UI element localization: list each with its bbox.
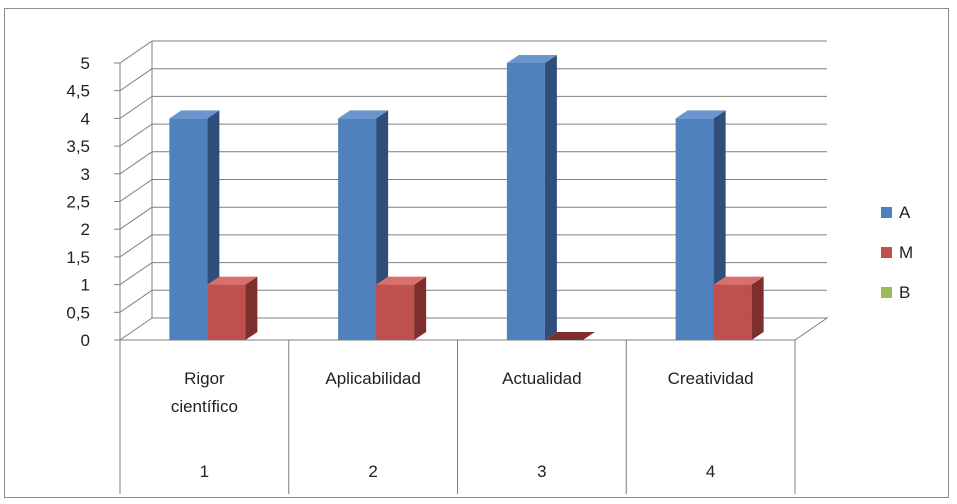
- legend-label-A: A: [899, 203, 911, 222]
- gridline-side: [119, 68, 153, 92]
- category-label: Aplicabilidad: [325, 369, 420, 388]
- category-label: Rigor: [184, 369, 225, 388]
- gridline-side: [119, 123, 153, 147]
- y-tick-label: 0: [81, 331, 90, 350]
- category-number: 3: [537, 462, 546, 481]
- y-tick-label: 3,5: [66, 137, 90, 156]
- y-tick-label: 5: [81, 54, 90, 73]
- bar-A-cat4: [675, 118, 714, 341]
- legend-swatch-A: [881, 207, 892, 218]
- y-tick-label: 2,5: [66, 193, 90, 212]
- y-tick-label: 0,5: [66, 303, 90, 322]
- gridline-side: [119, 151, 153, 175]
- gridline-side: [119, 289, 153, 313]
- bar-top-M-cat1: [207, 276, 258, 285]
- bar-A-cat2: [338, 118, 377, 341]
- bar-side-M-cat2: [414, 276, 427, 340]
- gridline-side: [119, 179, 153, 202]
- y-tick-label: 1: [81, 276, 90, 295]
- category-number: 2: [368, 462, 377, 481]
- legend-label-B: B: [899, 283, 910, 302]
- y-tick-label: 4: [81, 109, 90, 128]
- gridline-side: [119, 40, 153, 64]
- bar-M-cat1: [207, 284, 246, 340]
- category-label: Actualidad: [502, 369, 581, 388]
- bar-top-M-cat4: [713, 276, 764, 285]
- category-label: Creatividad: [668, 369, 754, 388]
- category-number: 4: [706, 462, 715, 481]
- gridline-side: [119, 262, 153, 286]
- gridline-side: [119, 317, 153, 341]
- bar-top-A-cat1: [169, 110, 220, 119]
- chart-frame: [4, 8, 949, 498]
- legend-swatch-B: [881, 287, 892, 298]
- gridline-side: [119, 234, 153, 258]
- y-tick-label: 4,5: [66, 82, 90, 101]
- bar-top-A-cat3: [506, 55, 557, 63]
- gridline-side: [119, 95, 153, 119]
- bar-side-M-cat1: [245, 276, 258, 340]
- y-tick-label: 3: [81, 165, 90, 184]
- category-number: 1: [200, 462, 209, 481]
- bar-A-cat1: [169, 118, 208, 341]
- bar-M-cat2: [376, 284, 415, 340]
- gridline-side: [119, 206, 153, 230]
- bar-flat-M-cat3: [544, 332, 595, 340]
- bar-M-cat4: [713, 284, 752, 340]
- legend-swatch-M: [881, 247, 892, 258]
- bar-side-M-cat4: [751, 276, 764, 340]
- bar-top-A-cat4: [675, 110, 726, 119]
- legend-label-M: M: [899, 243, 913, 262]
- y-tick-label: 2: [81, 220, 90, 239]
- bar-A-cat3: [506, 63, 545, 340]
- bar-top-A-cat2: [338, 110, 389, 119]
- y-tick-label: 1,5: [66, 248, 90, 267]
- category-label: científico: [171, 397, 238, 416]
- bar-side-A-cat3: [544, 55, 557, 340]
- bar-top-M-cat2: [376, 276, 427, 285]
